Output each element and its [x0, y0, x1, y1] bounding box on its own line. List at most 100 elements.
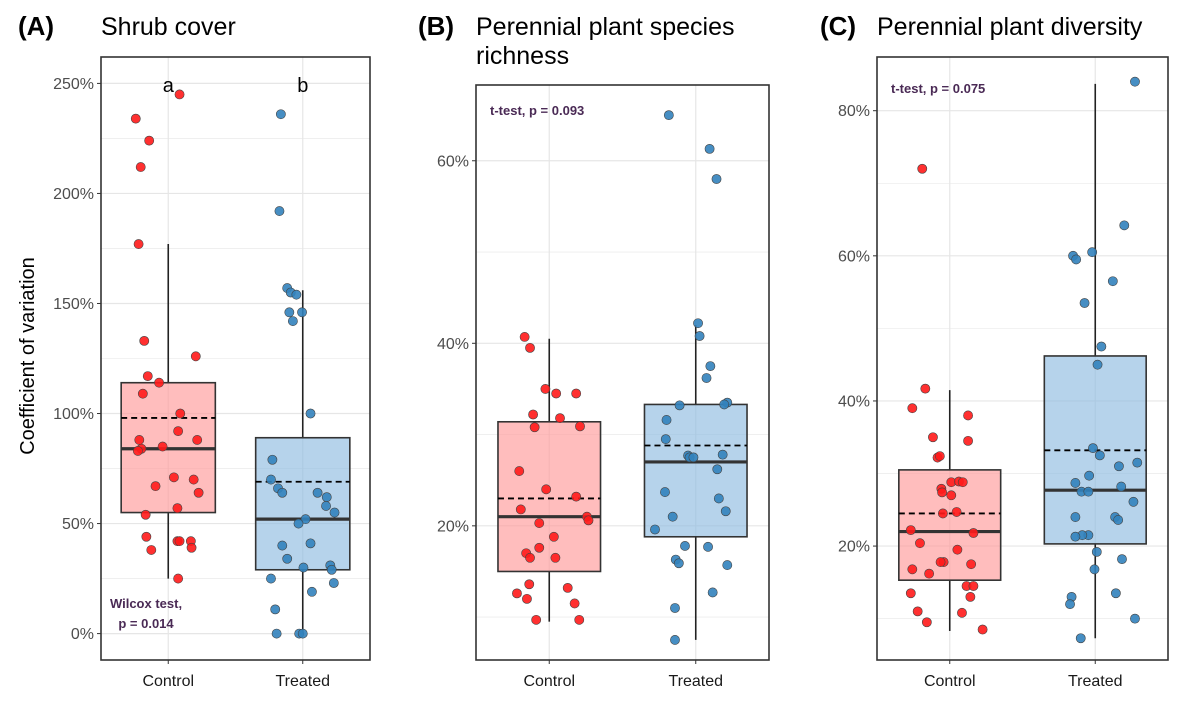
data-point — [905, 525, 916, 536]
data-point — [569, 598, 580, 609]
data-point — [154, 377, 164, 388]
data-point — [574, 614, 585, 625]
data-point — [305, 408, 316, 419]
data-point — [525, 552, 535, 563]
y-tick-label: 60% — [437, 153, 469, 170]
data-point — [921, 617, 932, 628]
data-point — [287, 316, 298, 326]
data-point — [717, 449, 728, 460]
data-point — [660, 487, 670, 497]
data-point — [528, 409, 538, 420]
data-point — [555, 413, 565, 424]
stat-annotation: t-test, p = 0.075 — [891, 81, 985, 96]
data-point — [703, 541, 713, 552]
data-point — [551, 388, 562, 399]
data-point — [157, 441, 168, 452]
data-point — [173, 573, 184, 584]
data-point — [321, 492, 332, 503]
data-point — [174, 536, 185, 547]
data-point — [963, 410, 973, 421]
data-point — [1113, 515, 1124, 525]
y-tick-label: 20% — [838, 539, 870, 556]
data-point — [670, 635, 680, 645]
data-point — [650, 524, 660, 535]
data-point — [305, 538, 316, 549]
data-point — [186, 542, 197, 553]
data-point — [548, 531, 559, 542]
data-point — [275, 109, 286, 120]
data-point — [660, 434, 671, 445]
data-point — [274, 206, 285, 216]
data-point — [920, 383, 931, 394]
data-point — [1132, 457, 1143, 468]
data-point — [966, 559, 977, 570]
data-point — [146, 545, 157, 555]
panel-letter: (C) — [820, 11, 856, 41]
data-point — [266, 573, 276, 584]
data-point — [965, 591, 976, 602]
data-point — [713, 493, 724, 504]
x-tick-label: Control — [523, 673, 575, 690]
box-control — [497, 420, 602, 573]
data-point — [1130, 76, 1140, 87]
y-tick-label: 40% — [437, 336, 469, 353]
plot-border — [100, 56, 371, 661]
data-point — [1117, 554, 1127, 565]
data-point — [928, 432, 938, 443]
data-point — [1130, 613, 1140, 624]
data-point — [329, 507, 340, 518]
data-point — [519, 332, 530, 342]
data-point — [701, 373, 712, 383]
data-point — [550, 552, 561, 563]
data-point — [1075, 633, 1086, 644]
y-tick-label: 60% — [838, 248, 870, 265]
data-point — [680, 541, 690, 551]
data-point — [952, 544, 963, 555]
data-point — [688, 452, 699, 463]
data-point — [188, 474, 199, 485]
data-point — [541, 484, 552, 495]
data-point — [540, 384, 551, 394]
data-point — [1071, 254, 1082, 265]
data-point — [571, 491, 582, 502]
data-point — [190, 351, 201, 362]
data-point — [168, 472, 179, 483]
data-point — [271, 628, 282, 639]
plot-border — [876, 56, 1169, 661]
y-tick-label: 250% — [53, 76, 94, 93]
x-tick-label: Treated — [275, 673, 330, 690]
panel-title: Perennial plant diversity — [877, 13, 1143, 41]
data-point — [924, 568, 935, 579]
data-point — [1084, 470, 1095, 481]
data-point — [1088, 443, 1098, 454]
data-point — [705, 361, 716, 372]
significance-letter: b — [297, 75, 308, 97]
data-point — [1065, 599, 1075, 610]
data-point — [934, 451, 945, 461]
data-point — [571, 388, 582, 399]
data-point — [307, 586, 317, 597]
y-tick-label: 80% — [838, 103, 870, 120]
data-point — [531, 614, 542, 625]
panel-letter: (B) — [418, 11, 454, 41]
data-point — [141, 531, 152, 542]
y-tick-label: 150% — [53, 296, 94, 313]
data-point — [1070, 512, 1081, 522]
y-tick-label: 20% — [437, 518, 469, 535]
data-point — [722, 560, 733, 570]
data-point — [917, 163, 928, 174]
data-point — [133, 239, 144, 249]
plot-border — [475, 84, 770, 661]
data-point — [957, 477, 968, 488]
data-point — [277, 487, 288, 498]
data-point — [1128, 496, 1139, 507]
data-point — [150, 481, 161, 492]
data-point — [512, 588, 522, 599]
data-point — [140, 509, 151, 520]
data-point — [514, 466, 525, 476]
y-tick-label: 100% — [53, 406, 94, 423]
data-point — [661, 415, 672, 425]
data-point — [711, 174, 722, 184]
panel-letter: (A) — [18, 11, 54, 41]
